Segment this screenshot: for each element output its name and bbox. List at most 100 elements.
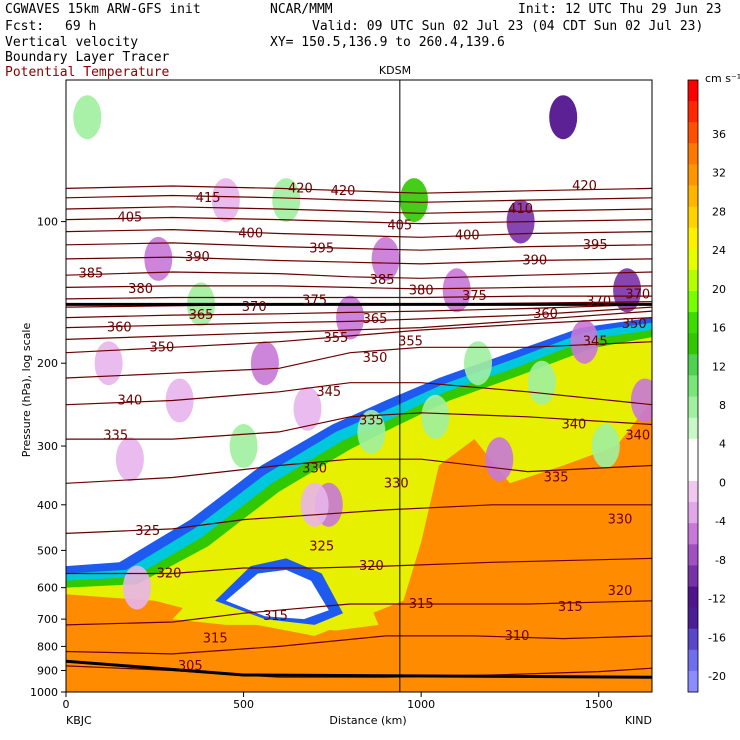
plot-frame [65,79,653,693]
theta-label: 405 [117,211,142,226]
theta-contour-405 [66,216,652,225]
colorbar-swatch [688,438,698,461]
wave-blob [250,341,279,386]
colorbar-swatch [688,269,698,292]
x-start-station: KBJC [66,714,92,727]
colorbar-swatch [688,459,698,482]
field-potential-temperature: Potential Temperature [5,65,170,80]
ground-line [66,659,652,679]
theta-label: 395 [583,238,608,253]
wave-blob [549,95,578,140]
theta-label: 330 [384,476,409,491]
colorbar-tick-label: -12 [708,593,726,606]
chart-title: KDSM [379,64,411,77]
theta-label: 365 [363,312,388,327]
wave-blob [211,178,240,223]
theta-contour-355 [66,310,652,340]
y-tick-label: 800 [37,640,58,653]
theta-label: 325 [135,524,160,539]
colorbar-swatch [688,185,698,208]
wave-blob [293,386,322,431]
theta-label: 395 [309,241,334,256]
wave-blob [630,378,652,423]
theta-label: 335 [544,471,569,486]
y-tick-label: 200 [37,357,58,370]
wave-blob [442,268,471,313]
wave-blob [570,319,599,364]
theta-contour-410 [66,206,652,214]
theta-label: 305 [178,659,203,674]
theta-label: 390 [522,254,547,269]
y-tick-label: 300 [37,440,58,453]
colorbar-swatch [688,586,698,609]
x-tick-label: 1000 [407,698,435,711]
colorbar-frame [687,79,699,693]
theta-label: 315 [263,609,288,624]
valid-time: Valid: 09 UTC Sun 02 Jul 23 (04 CDT Sun … [312,19,704,34]
theta-contour-330 [66,458,652,484]
theta-label: 320 [359,559,384,574]
theta-label: 370 [625,288,650,303]
theta-label: 335 [103,429,128,444]
theta-contour-315 [66,600,652,626]
theta-contour-400 [66,228,652,238]
theta-contour-365 [66,303,652,319]
theta-label: 400 [455,228,480,243]
colorbar-swatch [688,544,698,566]
colorbar: 36 32 28 24 20 16 12 8 4 0 -4 -8 -12 -16 -20 [687,79,726,693]
theta-label: 315 [409,597,434,612]
x-end-station: KIND [625,714,652,727]
theta-contour-345 [66,341,652,379]
theta-label: 390 [185,250,210,265]
theta-label: 355 [398,335,423,350]
colorbar-swatch [688,502,698,524]
wave-blob [229,424,258,468]
wave-blob [115,437,144,482]
theta-label: 360 [107,321,132,336]
forecast-label: Fcst: [5,19,45,34]
colorbar-tick-label: 36 [712,128,726,141]
theta-label: 315 [558,600,583,615]
colorbar-tick-label: 0 [719,476,726,489]
y-tick-label: 100 [37,216,58,229]
theta-label: 325 [309,539,334,554]
theta-contour-350 [66,317,652,354]
theta-label: 410 [508,202,533,217]
wave-blob [591,424,620,468]
colorbar-tick-label: 4 [719,438,726,451]
theta-label: 320 [608,584,633,599]
wave-blob [421,394,450,439]
theta-contour-415 [66,194,652,203]
x-tick-label: 1500 [585,698,613,711]
theta-contour-340 [66,382,652,406]
theta-label: 420 [572,179,597,194]
tracer-hole-white [225,569,329,620]
colorbar-swatch [688,481,698,503]
y-axis-label: Pressure (hPa), log scale [20,323,33,458]
theta-label: 380 [409,283,434,298]
colorbar-swatch [688,312,698,334]
colorbar-tick-label: -4 [715,515,726,528]
colorbar-tick-label: 8 [719,399,726,412]
theta-label: 350 [363,351,388,366]
colorbar-swatch [688,333,698,355]
theta-label: 420 [331,184,356,199]
colorbar-swatch [688,649,698,672]
theta-contour-375 [66,295,652,300]
theta-contour-320 [66,557,652,575]
theta-contour-390 [66,256,652,265]
wave-blob [485,437,514,482]
y-tick-label: 400 [37,499,58,512]
colorbar-tick-label: 32 [712,167,726,180]
colorbar-tick-label: 20 [712,283,726,296]
model-title: CGWAVES 15km ARW-GFS init [5,2,201,17]
wave-blob [123,565,151,610]
theta-contour-310 [66,635,652,655]
wave-blob [144,236,173,281]
org-title: NCAR/MMM [270,2,333,17]
colorbar-swatch [688,396,698,419]
theta-label: 315 [203,632,228,647]
colorbar-swatch [688,375,698,397]
theta-contour-325 [66,504,652,534]
